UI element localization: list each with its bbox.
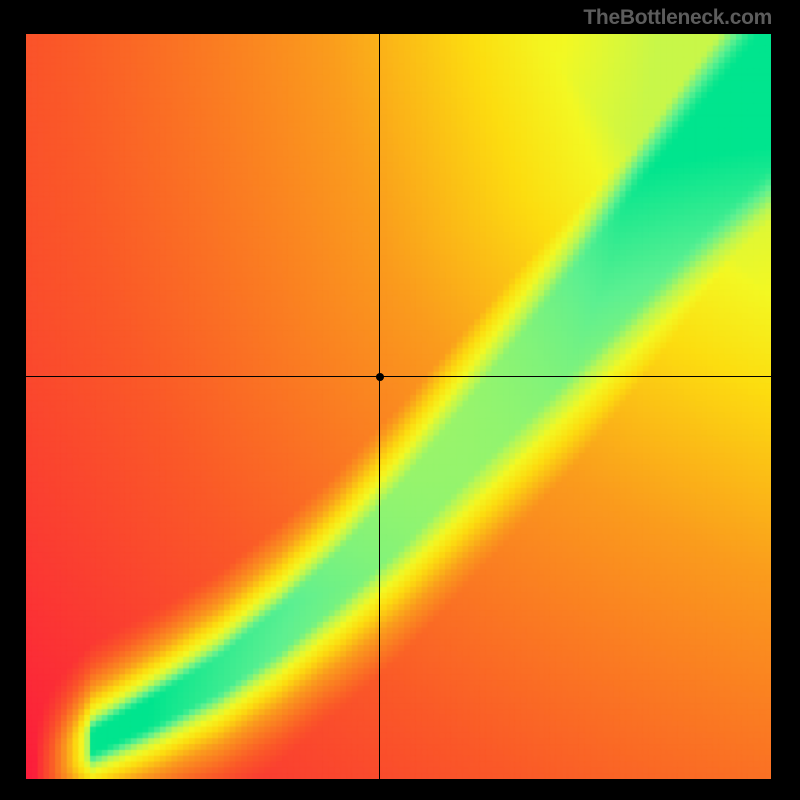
bottleneck-heatmap [26, 34, 771, 779]
heatmap-canvas [26, 34, 771, 779]
watermark-text: TheBottleneck.com [583, 6, 772, 30]
